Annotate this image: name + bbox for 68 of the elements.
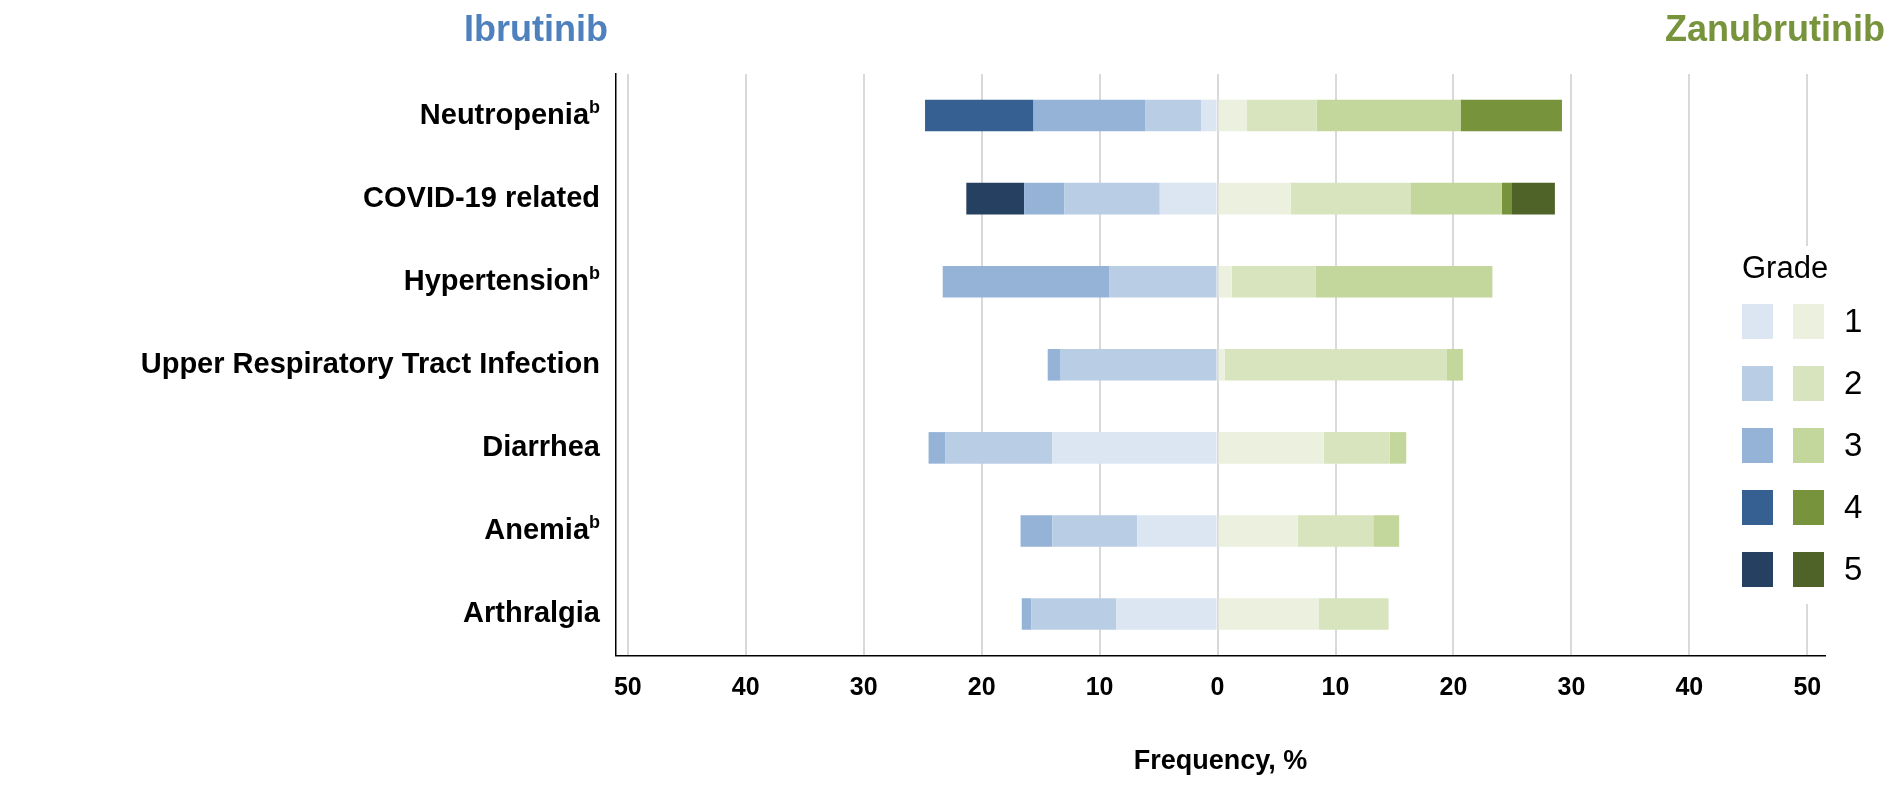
x-tick-label: 10	[1085, 672, 1114, 701]
bar	[1060, 349, 1217, 381]
legend-label: 3	[1844, 426, 1863, 464]
bar	[1218, 349, 1225, 381]
bar	[1052, 515, 1138, 547]
bar	[1137, 515, 1217, 547]
legend-label: 4	[1844, 488, 1863, 526]
bar	[1373, 515, 1400, 547]
bar	[945, 432, 1053, 464]
bar	[1201, 99, 1217, 132]
bar	[1247, 99, 1317, 132]
x-tick-label: 50	[1793, 672, 1822, 701]
bar	[1031, 598, 1117, 630]
bar	[1389, 432, 1407, 464]
x-tick-label: 0	[1210, 672, 1225, 701]
x-tick-label: 50	[613, 672, 642, 701]
x-tick-label: 20	[967, 672, 996, 701]
bar	[942, 265, 1110, 298]
bar	[1218, 598, 1319, 630]
x-tick-label: 40	[1675, 672, 1704, 701]
bar	[1218, 99, 1248, 132]
bar	[1315, 265, 1493, 298]
legend-label: 2	[1844, 364, 1863, 402]
y-tick-label: Arthralgia	[463, 596, 601, 629]
bar	[1064, 182, 1160, 215]
bar	[925, 99, 1034, 132]
bar	[1047, 349, 1061, 381]
bar	[1218, 265, 1232, 298]
bar	[1218, 515, 1298, 547]
bar	[1020, 515, 1053, 547]
bar	[1218, 182, 1291, 215]
x-tick-label: 30	[1557, 672, 1586, 701]
bar	[1290, 182, 1411, 215]
bar	[966, 182, 1025, 215]
x-axis-title: Frequency, %	[1133, 745, 1308, 776]
y-tick-label: Diarrhea	[482, 429, 601, 462]
legend-title: Grade	[1742, 250, 1830, 286]
y-tick-label: Upper Respiratory Tract Infection	[140, 346, 601, 379]
bar	[1033, 99, 1146, 132]
bar	[1316, 99, 1461, 132]
x-tick-label: 40	[731, 672, 760, 701]
x-tick-label: 30	[849, 672, 878, 701]
text: Ibrutinib	[464, 8, 608, 50]
bar	[1323, 432, 1390, 464]
x-tick-label: 20	[1439, 672, 1468, 701]
bar	[1231, 265, 1316, 298]
text: Zanubrutinib	[1665, 8, 1885, 50]
bar	[1159, 182, 1217, 215]
bar	[1318, 598, 1389, 630]
bar	[1024, 182, 1065, 215]
bar	[1511, 182, 1555, 215]
bar	[1145, 99, 1202, 132]
bar	[1297, 515, 1374, 547]
bar	[1109, 265, 1217, 298]
bar	[928, 432, 946, 464]
bar	[1501, 182, 1512, 215]
y-tick-label: COVID-19 related	[363, 180, 601, 213]
bar	[1218, 432, 1324, 464]
bar	[1052, 432, 1217, 464]
bar	[1116, 598, 1217, 630]
bar	[1460, 99, 1562, 132]
legend-label: 5	[1844, 550, 1863, 588]
legend-label: 1	[1844, 302, 1863, 340]
bar	[1021, 598, 1032, 630]
bar	[1224, 349, 1447, 381]
bar	[1410, 182, 1502, 215]
x-tick-label: 10	[1321, 672, 1350, 701]
bar	[1446, 349, 1463, 381]
